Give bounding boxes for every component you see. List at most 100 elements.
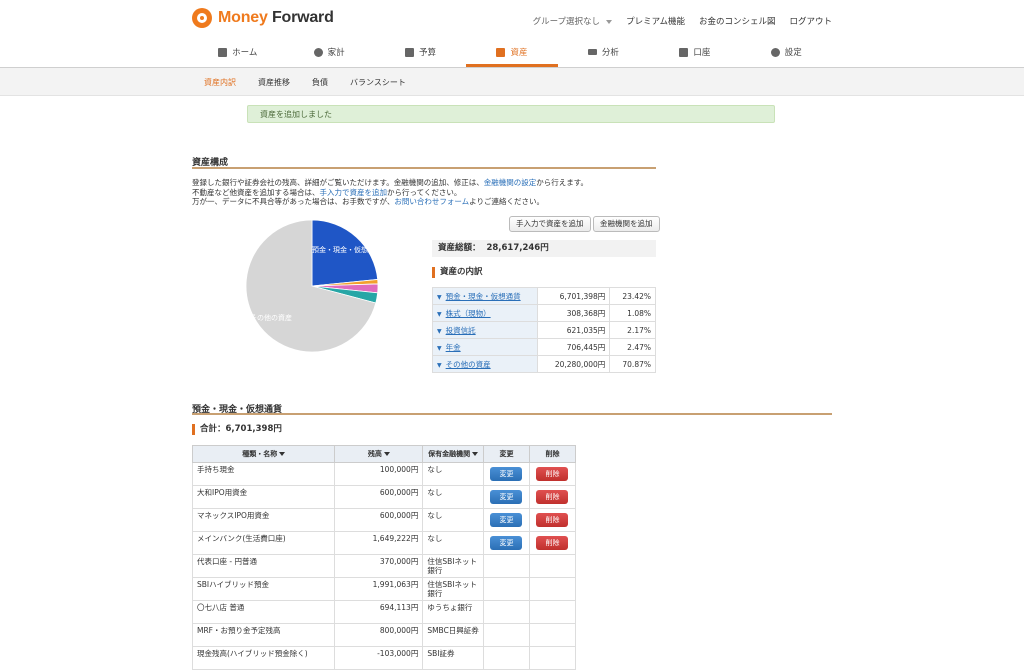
- table-row: SBIハイブリッド預金 1,991,063円 住信SBIネット銀行: [191, 577, 577, 601]
- col-institution[interactable]: 保有金融機関: [422, 445, 484, 463]
- nav-assets[interactable]: 資産: [466, 40, 558, 67]
- deposit-institution: なし: [422, 462, 484, 486]
- nav-account[interactable]: 口座: [649, 40, 740, 64]
- col-name[interactable]: 種類・名称: [191, 445, 336, 463]
- delete-cell: [528, 646, 577, 670]
- table-row: 現金残高(ハイブリッド預金除く) -103,000円 SBI証券: [191, 646, 577, 670]
- breakdown-name-cell: ▼ 年金: [432, 338, 538, 356]
- breakdown-percent: 1.08%: [609, 304, 656, 322]
- header-link-logout[interactable]: ログアウト: [789, 17, 832, 27]
- edit-cell: 変更: [482, 531, 530, 555]
- total-assets: 資産総額： 28,617,246円: [432, 240, 656, 257]
- delete-cell: 削除: [528, 531, 577, 555]
- logo[interactable]: Money Forward: [192, 7, 334, 29]
- delete-button[interactable]: 削除: [536, 536, 569, 550]
- add-manual-asset-button[interactable]: 手入力で資産を追加: [509, 216, 591, 232]
- deposit-name: MRF・お預り金予定残高: [191, 623, 336, 647]
- deposit-name: マネックスIPO用資金: [191, 508, 336, 532]
- nav-divider: [0, 67, 1024, 68]
- chevron-down-icon: ▼: [437, 293, 442, 301]
- section-title-composition: 資産構成: [192, 158, 229, 168]
- breakdown-link[interactable]: 預金・現金・仮想通貨: [445, 291, 521, 301]
- subnav-history[interactable]: 資産推移: [258, 78, 290, 87]
- deposit-institution: なし: [422, 485, 484, 509]
- header-link-premium[interactable]: プレミアム機能: [626, 17, 685, 27]
- institution-settings-link[interactable]: 金融機関の設定: [483, 178, 537, 187]
- delete-cell: 削除: [528, 485, 577, 509]
- col-edit: 変更: [482, 445, 530, 463]
- logo-icon: [192, 8, 212, 28]
- edit-button[interactable]: 変更: [490, 536, 523, 550]
- delete-cell: [528, 600, 577, 624]
- breakdown-link[interactable]: 投資信託: [445, 325, 476, 335]
- add-institution-button[interactable]: 金融機関を追加: [593, 216, 660, 232]
- edit-button[interactable]: 変更: [490, 513, 523, 527]
- edit-button[interactable]: 変更: [490, 467, 523, 481]
- delete-button[interactable]: 削除: [536, 467, 569, 481]
- edit-cell: 変更: [482, 508, 530, 532]
- group-select[interactable]: グループ選択なし: [533, 15, 613, 27]
- table-row: マネックスIPO用資金 600,000円 なし 変更 削除: [191, 508, 577, 532]
- deposit-name: 代表口座 - 円普通: [191, 554, 336, 578]
- sort-icon: [472, 452, 479, 456]
- delete-cell: 削除: [528, 462, 577, 486]
- delete-cell: [528, 577, 577, 601]
- chevron-down-icon: ▼: [437, 344, 442, 352]
- breakdown-row: ▼ 投資信託 621,035円 2.17%: [432, 321, 656, 339]
- deposit-amount: -103,000円: [334, 646, 424, 670]
- deposit-name: 〇七八店 普通: [191, 600, 336, 624]
- breakdown-row: ▼ その他の資産 20,280,000円 70.87%: [432, 355, 656, 373]
- pie-slice-deposits: [311, 219, 379, 287]
- total-assets-value: 28,617,246円: [486, 243, 549, 253]
- nav-home[interactable]: ホーム: [192, 40, 283, 64]
- deposit-name: 手持ち現金: [191, 462, 336, 486]
- deposit-amount: 100,000円: [334, 462, 424, 486]
- section-title-deposits: 預金・現金・仮想通貨: [192, 405, 283, 415]
- breakdown-name-cell: ▼ 預金・現金・仮想通貨: [432, 287, 538, 305]
- nav-analysis[interactable]: 分析: [558, 40, 649, 64]
- breakdown-name-cell: ▼ 株式（現物）: [432, 304, 538, 322]
- pie-label-deposits: 預金・現金・仮想: [312, 245, 368, 254]
- edit-cell: [482, 646, 530, 670]
- header-link-concierge[interactable]: お金のコンシェル図: [698, 17, 776, 27]
- subnav-balance-sheet[interactable]: バランスシート: [350, 78, 406, 87]
- breakdown-row: ▼ 預金・現金・仮想通貨 6,701,398円 23.42%: [432, 287, 656, 305]
- breakdown-amount: 20,280,000円: [536, 355, 611, 373]
- analysis-icon: [587, 49, 597, 55]
- deposit-amount: 370,000円: [334, 554, 424, 578]
- breakdown-title: 資産の内訳: [432, 267, 483, 278]
- sub-nav: 資産内訳 資産推移 負債 バランスシート: [0, 68, 1024, 96]
- deposits-total: 合計：6,701,398円: [192, 424, 282, 435]
- manual-asset-link[interactable]: 手入力で資産を追加: [319, 187, 388, 197]
- deposit-institution: なし: [422, 531, 484, 555]
- header-links: グループ選択なし プレミアム機能 お金のコンシェル図 ログアウト: [533, 15, 832, 27]
- nav-household[interactable]: 家計: [283, 40, 374, 64]
- deposit-institution: 住信SBIネット銀行: [422, 577, 484, 601]
- chevron-down-icon: [606, 19, 613, 24]
- col-delete: 削除: [528, 445, 577, 463]
- subnav-liabilities[interactable]: 負債: [312, 78, 328, 87]
- edit-button[interactable]: 変更: [490, 490, 523, 504]
- settings-icon: [770, 47, 780, 57]
- edit-cell: 変更: [482, 485, 530, 509]
- delete-button[interactable]: 削除: [536, 513, 569, 527]
- chevron-down-icon: ▼: [437, 327, 442, 335]
- breakdown-amount: 6,701,398円: [536, 287, 611, 305]
- nav-budget[interactable]: 予算: [375, 40, 466, 64]
- sort-icon: [279, 452, 286, 456]
- col-balance[interactable]: 残高: [334, 445, 424, 463]
- delete-button[interactable]: 削除: [536, 490, 569, 504]
- breakdown-row: ▼ 株式（現物） 308,368円 1.08%: [432, 304, 656, 322]
- deposits-table: 種類・名称 残高 保有金融機関 変更 削除 手持ち現金 100,000円 なし 変更削…: [191, 445, 577, 670]
- edit-cell: 変更: [482, 462, 530, 486]
- contact-form-link[interactable]: お問い合わせフォーム: [394, 197, 470, 206]
- breakdown-percent: 2.17%: [609, 321, 656, 339]
- delete-cell: [528, 623, 577, 647]
- breakdown-link[interactable]: 株式（現物）: [445, 308, 491, 318]
- breakdown-percent: 23.42%: [609, 287, 656, 305]
- breakdown-link[interactable]: その他の資産: [445, 359, 491, 369]
- breakdown-link[interactable]: 年金: [445, 342, 461, 352]
- nav-settings[interactable]: 設定: [741, 40, 832, 64]
- household-icon: [313, 47, 323, 57]
- subnav-breakdown[interactable]: 資産内訳: [204, 78, 236, 87]
